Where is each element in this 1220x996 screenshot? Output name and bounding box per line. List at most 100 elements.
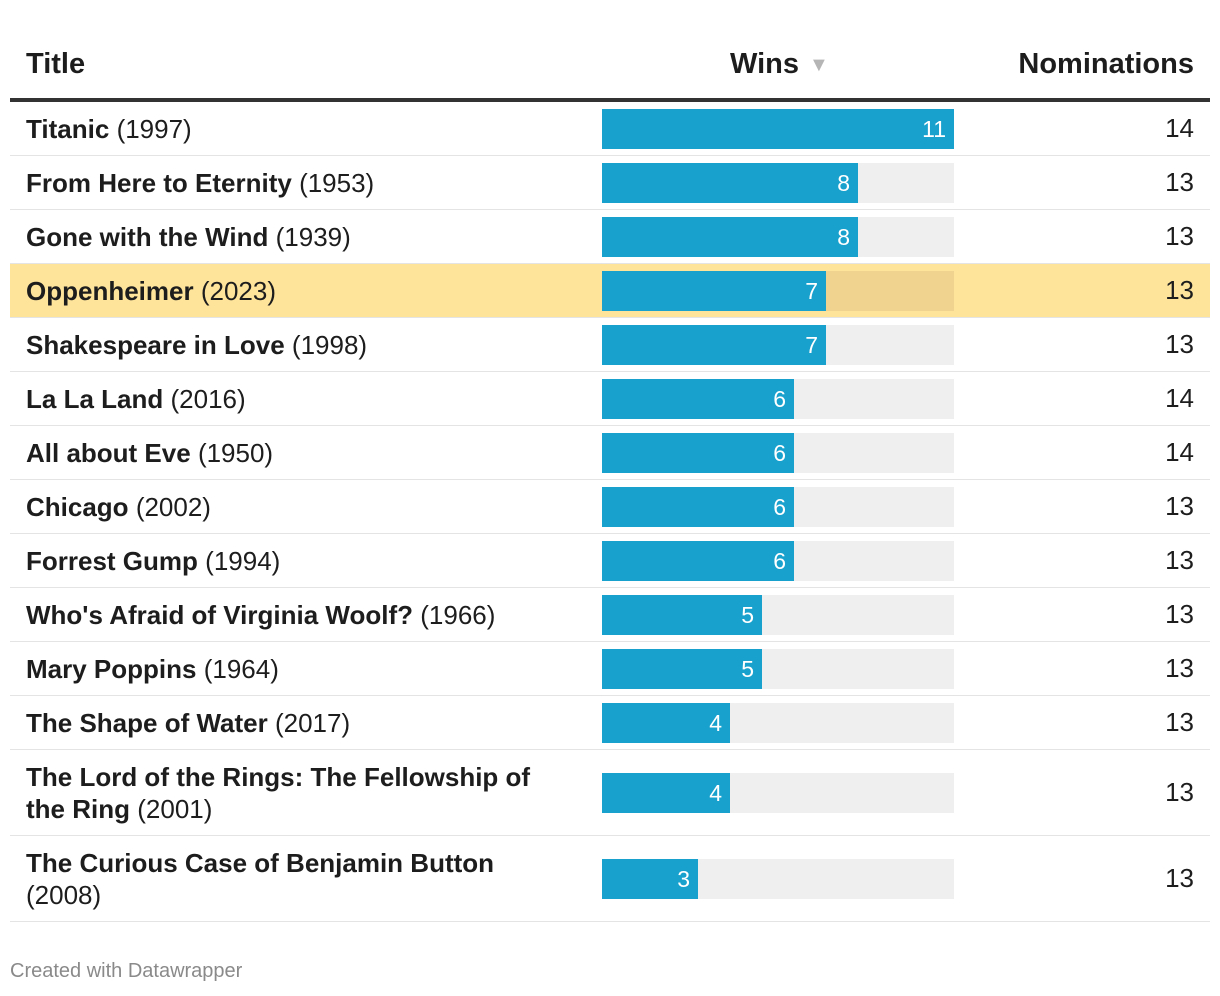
column-header-wins-label: Wins [730, 48, 800, 80]
movie-title-text: All about Eve (1950) [26, 437, 273, 469]
wins-value-label: 11 [922, 115, 946, 142]
wins-bar: 6 [602, 378, 794, 419]
table-body: Titanic (1997) 11 14 From Here to Eternity … [10, 102, 1210, 922]
movie-title-cell: The Lord of the Rings: The Fellowship of… [26, 750, 566, 835]
movie-title-cell: The Shape of Water (2017) [26, 696, 566, 749]
movie-title-text: The Curious Case of Benjamin Button (200… [26, 847, 566, 911]
wins-value-label: 8 [837, 169, 850, 196]
movie-title-text: Mary Poppins (1964) [26, 653, 279, 685]
table-row: Forrest Gump (1994) 6 13 [10, 534, 1210, 588]
movie-title-text: Forrest Gump (1994) [26, 545, 280, 577]
movie-title-text: The Shape of Water (2017) [26, 707, 350, 739]
movie-year: (2001) [137, 793, 213, 824]
movie-title-cell: Titanic (1997) [26, 102, 566, 155]
wins-bar-track: 11 [602, 108, 954, 149]
movie-year: (1997) [116, 113, 192, 144]
movie-title-text: The Lord of the Rings: The Fellowship of… [26, 761, 566, 825]
wins-bar: 6 [602, 540, 794, 581]
movie-title-cell: Chicago (2002) [26, 480, 566, 533]
wins-value-label: 5 [741, 601, 754, 628]
wins-value-label: 5 [741, 655, 754, 682]
sort-desc-icon: ▼ [809, 54, 829, 76]
movie-title-cell: Shakespeare in Love (1998) [26, 318, 566, 371]
movie-name: The Lord of the Rings: The Fellowship of… [26, 761, 531, 824]
movie-title-text: Oppenheimer (2023) [26, 275, 276, 307]
nominations-cell: 13 [1165, 275, 1194, 305]
movie-year: (2023) [200, 275, 276, 306]
wins-bar: 8 [602, 216, 858, 257]
wins-bar: 3 [602, 858, 698, 899]
movie-name: Chicago [26, 491, 129, 522]
movie-year: (1998) [291, 329, 368, 360]
column-header-nominations[interactable]: Nominations [1018, 48, 1194, 80]
wins-value-label: 6 [773, 547, 786, 574]
nominations-cell: 13 [1165, 545, 1194, 575]
wins-value-label: 7 [805, 331, 818, 358]
movie-year: (1939) [275, 221, 351, 252]
movie-year: (1994) [205, 545, 281, 576]
nominations-cell: 13 [1165, 707, 1194, 737]
movie-year: (2008) [26, 879, 102, 910]
table-row: The Curious Case of Benjamin Button (200… [10, 836, 1210, 922]
movie-title-text: Who's Afraid of Virginia Woolf? (1966) [26, 599, 495, 631]
wins-bar-track: 8 [602, 162, 954, 203]
nominations-cell: 13 [1165, 167, 1194, 197]
wins-bar-track: 5 [602, 594, 954, 635]
column-header-title[interactable]: Title [26, 48, 86, 80]
movie-name: The Curious Case of Benjamin Button [26, 847, 495, 878]
wins-bar: 6 [602, 432, 794, 473]
table-row: From Here to Eternity (1953) 8 13 [10, 156, 1210, 210]
movie-year: (2002) [135, 491, 211, 522]
movie-name: Who's Afraid of Virginia Woolf? [26, 599, 414, 630]
wins-bar: 4 [602, 772, 730, 813]
movie-title-text: Shakespeare in Love (1998) [26, 329, 367, 361]
wins-value-label: 6 [773, 439, 786, 466]
wins-value-label: 4 [709, 709, 722, 736]
movie-title-cell: Oppenheimer (2023) [26, 264, 566, 317]
nominations-cell: 14 [1165, 113, 1194, 143]
movie-name: The Shape of Water [26, 707, 268, 738]
movie-year: (1966) [420, 599, 496, 630]
movie-title-cell: Who's Afraid of Virginia Woolf? (1966) [26, 588, 566, 641]
wins-bar: 7 [602, 270, 826, 311]
movie-title-cell: La La Land (2016) [26, 372, 566, 425]
movie-year: (2016) [170, 383, 246, 414]
movie-title-text: Gone with the Wind (1939) [26, 221, 351, 253]
table-row: Mary Poppins (1964) 5 13 [10, 642, 1210, 696]
wins-value-label: 7 [805, 277, 818, 304]
wins-bar-track: 6 [602, 540, 954, 581]
movie-name: La La Land [26, 383, 164, 414]
nominations-cell: 13 [1165, 863, 1194, 893]
wins-value-label: 8 [837, 223, 850, 250]
movie-title-cell: Mary Poppins (1964) [26, 642, 566, 695]
table-row: The Lord of the Rings: The Fellowship of… [10, 750, 1210, 836]
wins-value-label: 4 [709, 779, 722, 806]
wins-bar: 11 [602, 108, 954, 149]
wins-bar-track: 6 [602, 378, 954, 419]
wins-bar-track: 3 [602, 858, 954, 899]
wins-bar: 4 [602, 702, 730, 743]
movie-title-text: From Here to Eternity (1953) [26, 167, 374, 199]
wins-bar: 5 [602, 648, 762, 689]
table-row: Shakespeare in Love (1998) 7 13 [10, 318, 1210, 372]
wins-bar-track: 7 [602, 324, 954, 365]
movie-name: All about Eve [26, 437, 191, 468]
movie-year: (1950) [197, 437, 274, 468]
movie-title-cell: All about Eve (1950) [26, 426, 566, 479]
movie-name: Shakespeare in Love [26, 329, 285, 360]
nominations-cell: 14 [1165, 383, 1194, 413]
movie-name: From Here to Eternity [26, 167, 292, 198]
column-header-wins[interactable]: Wins ▼ [730, 46, 829, 83]
nominations-cell: 13 [1165, 491, 1194, 521]
movie-title-cell: Gone with the Wind (1939) [26, 210, 566, 263]
nominations-cell: 13 [1165, 329, 1194, 359]
wins-value-label: 6 [773, 385, 786, 412]
movie-title-text: La La Land (2016) [26, 383, 246, 415]
movie-year: (1953) [299, 167, 375, 198]
datawrapper-credit[interactable]: Created with Datawrapper [10, 960, 243, 982]
wins-bar: 7 [602, 324, 826, 365]
movie-year: (1964) [203, 653, 279, 684]
movie-name: Forrest Gump [26, 545, 198, 576]
wins-bar-track: 4 [602, 772, 954, 813]
wins-bar-track: 5 [602, 648, 954, 689]
